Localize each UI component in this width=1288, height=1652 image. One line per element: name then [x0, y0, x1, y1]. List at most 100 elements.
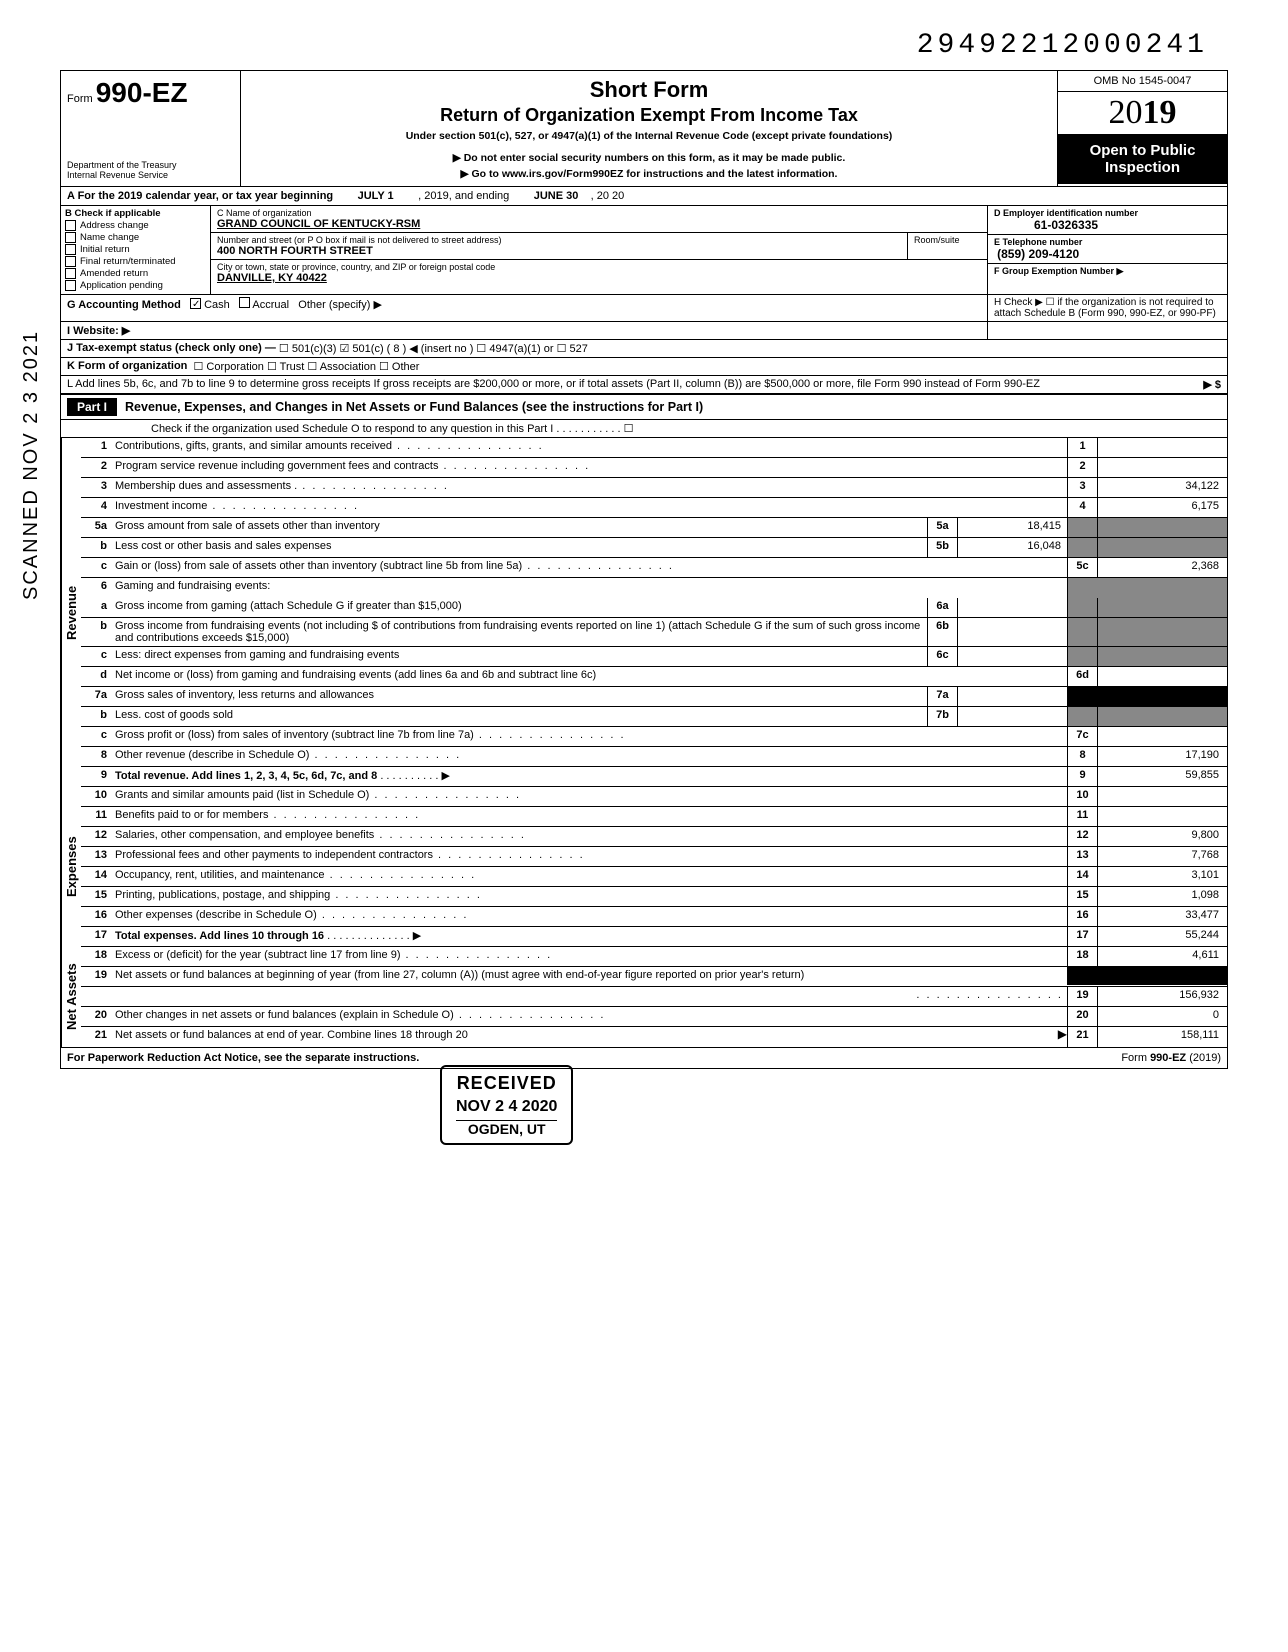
n7b: b — [81, 707, 111, 726]
t9: Total revenue. Add lines 1, 2, 3, 4, 5c,… — [115, 770, 377, 782]
v5b: 16,048 — [957, 538, 1067, 557]
tax-year-end: JUNE 30 — [534, 190, 579, 202]
part-1-title: Revenue, Expenses, and Changes in Net As… — [125, 400, 703, 414]
n6c: c — [81, 647, 111, 666]
n2: 2 — [81, 458, 111, 477]
open-to-public: Open to Public Inspection — [1058, 134, 1227, 184]
t6b: Gross income from fundraising events (no… — [111, 618, 927, 646]
tax-exempt-opts: ☐ 501(c)(3) ☑ 501(c) ( 8 ) ◀ (insert no … — [279, 342, 588, 355]
t6a: Gross income from gaming (attach Schedul… — [111, 598, 927, 617]
box-n12: 12 — [1067, 827, 1097, 846]
form-header: Form 990-EZ Department of the Treasury I… — [61, 71, 1227, 187]
city-label: City or town, state or province, country… — [217, 262, 981, 272]
t1: Contributions, gifts, grants, and simila… — [111, 438, 1067, 457]
n5a: 5a — [81, 518, 111, 537]
ein-label: D Employer identification number — [994, 208, 1138, 218]
n4: 4 — [81, 498, 111, 517]
n9: 9 — [81, 767, 111, 786]
chk-address-change[interactable] — [65, 220, 76, 231]
phone-label: E Telephone number — [994, 237, 1082, 247]
room-label: Room/suite — [914, 235, 981, 245]
chk-app-pending[interactable] — [65, 280, 76, 291]
v2 — [1097, 458, 1227, 477]
n7a: 7a — [81, 687, 111, 706]
n12: 12 — [81, 827, 111, 846]
v5a: 18,415 — [957, 518, 1067, 537]
city-state-zip: DANVILLE, KY 40422 — [217, 272, 981, 284]
chk-final-return[interactable] — [65, 256, 76, 267]
lbl-address-change: Address change — [80, 220, 149, 231]
t6: Gaming and fundraising events: — [111, 578, 1067, 598]
n7c: c — [81, 727, 111, 746]
v20: 0 — [1097, 1007, 1227, 1026]
phone-value: (859) 209-4120 — [994, 247, 1082, 261]
box-n20: 20 — [1067, 1007, 1097, 1026]
line-a-prefix: A For the 2019 calendar year, or tax yea… — [67, 190, 333, 202]
box-n18: 18 — [1067, 947, 1097, 966]
t5a: Gross amount from sale of assets other t… — [111, 518, 927, 537]
arrow17: ▶ — [413, 930, 421, 942]
note-url: ▶ Go to www.irs.gov/Form990EZ for instru… — [251, 168, 1047, 180]
n18: 18 — [81, 947, 111, 966]
expenses-label: Expenses — [61, 787, 81, 947]
form-990ez: Form 990-EZ Department of the Treasury I… — [60, 70, 1228, 1069]
box-n6d: 6d — [1067, 667, 1097, 686]
chk-cash[interactable] — [190, 298, 201, 309]
ein-value: 61-0326335 — [994, 218, 1138, 232]
dept-treasury: Department of the Treasury Internal Reve… — [67, 160, 234, 180]
box-n21: 21 — [1067, 1027, 1097, 1047]
n15: 15 — [81, 887, 111, 906]
v13: 7,768 — [1097, 847, 1227, 866]
arrow9: ▶ — [441, 770, 449, 782]
n11: 11 — [81, 807, 111, 826]
n17: 17 — [81, 927, 111, 946]
t11: Benefits paid to or for members — [111, 807, 1067, 826]
street-label: Number and street (or P O box if mail is… — [217, 235, 901, 245]
t21: Net assets or fund balances at end of ye… — [111, 1027, 1047, 1047]
lbl-final-return: Final return/terminated — [80, 256, 176, 267]
box-n7c: 7c — [1067, 727, 1097, 746]
title-return: Return of Organization Exempt From Incom… — [251, 105, 1047, 126]
n16: 16 — [81, 907, 111, 926]
t20: Other changes in net assets or fund bala… — [111, 1007, 1067, 1026]
line-h: H Check ▶ ☐ if the organization is not r… — [987, 295, 1227, 321]
form-footer: For Paperwork Reduction Act Notice, see … — [61, 1047, 1227, 1068]
t7c: Gross profit or (loss) from sales of inv… — [111, 727, 1067, 746]
v1 — [1097, 438, 1227, 457]
line-a-suffix: , 20 20 — [591, 190, 625, 202]
website-label: I Website: ▶ — [67, 325, 130, 337]
chk-initial-return[interactable] — [65, 244, 76, 255]
n19: 19 — [81, 967, 111, 986]
t8: Other revenue (describe in Schedule O) — [111, 747, 1067, 766]
received-date: NOV 2 4 2020 — [456, 1098, 557, 1116]
box-n16: 16 — [1067, 907, 1097, 926]
part-1-tag: Part I — [67, 398, 117, 416]
lbl-initial-return: Initial return — [80, 244, 130, 255]
line-g: G Accounting Method Cash Accrual Other (… — [61, 295, 987, 321]
t2: Program service revenue including govern… — [111, 458, 1067, 477]
n8: 8 — [81, 747, 111, 766]
box-n3: 3 — [1067, 478, 1097, 497]
line-a: A For the 2019 calendar year, or tax yea… — [61, 187, 1227, 206]
box-b-label: B Check if applicable — [65, 208, 206, 219]
mn6a: 6a — [927, 598, 957, 617]
org-name: GRAND COUNCIL OF KENTUCKY-RSM — [217, 218, 981, 230]
part-1-header: Part I Revenue, Expenses, and Changes in… — [61, 394, 1227, 420]
chk-accrual[interactable] — [239, 297, 250, 308]
t6c: Less: direct expenses from gaming and fu… — [111, 647, 927, 666]
v3: 34,122 — [1097, 478, 1227, 497]
received-text: RECEIVED — [456, 1073, 557, 1094]
v16: 33,477 — [1097, 907, 1227, 926]
chk-amended[interactable] — [65, 268, 76, 279]
net-assets-label: Net Assets — [61, 947, 81, 1047]
box-n8: 8 — [1067, 747, 1097, 766]
t7b: Less. cost of goods sold — [111, 707, 927, 726]
v4: 6,175 — [1097, 498, 1227, 517]
mn6b: 6b — [927, 618, 957, 646]
chk-name-change[interactable] — [65, 232, 76, 243]
box-n2: 2 — [1067, 458, 1097, 477]
n14: 14 — [81, 867, 111, 886]
t18: Excess or (deficit) for the year (subtra… — [111, 947, 1067, 966]
received-stamp: RECEIVED NOV 2 4 2020 OGDEN, UT — [440, 1065, 573, 1145]
scanned-stamp: SCANNED NOV 2 3 2021 — [20, 330, 43, 600]
